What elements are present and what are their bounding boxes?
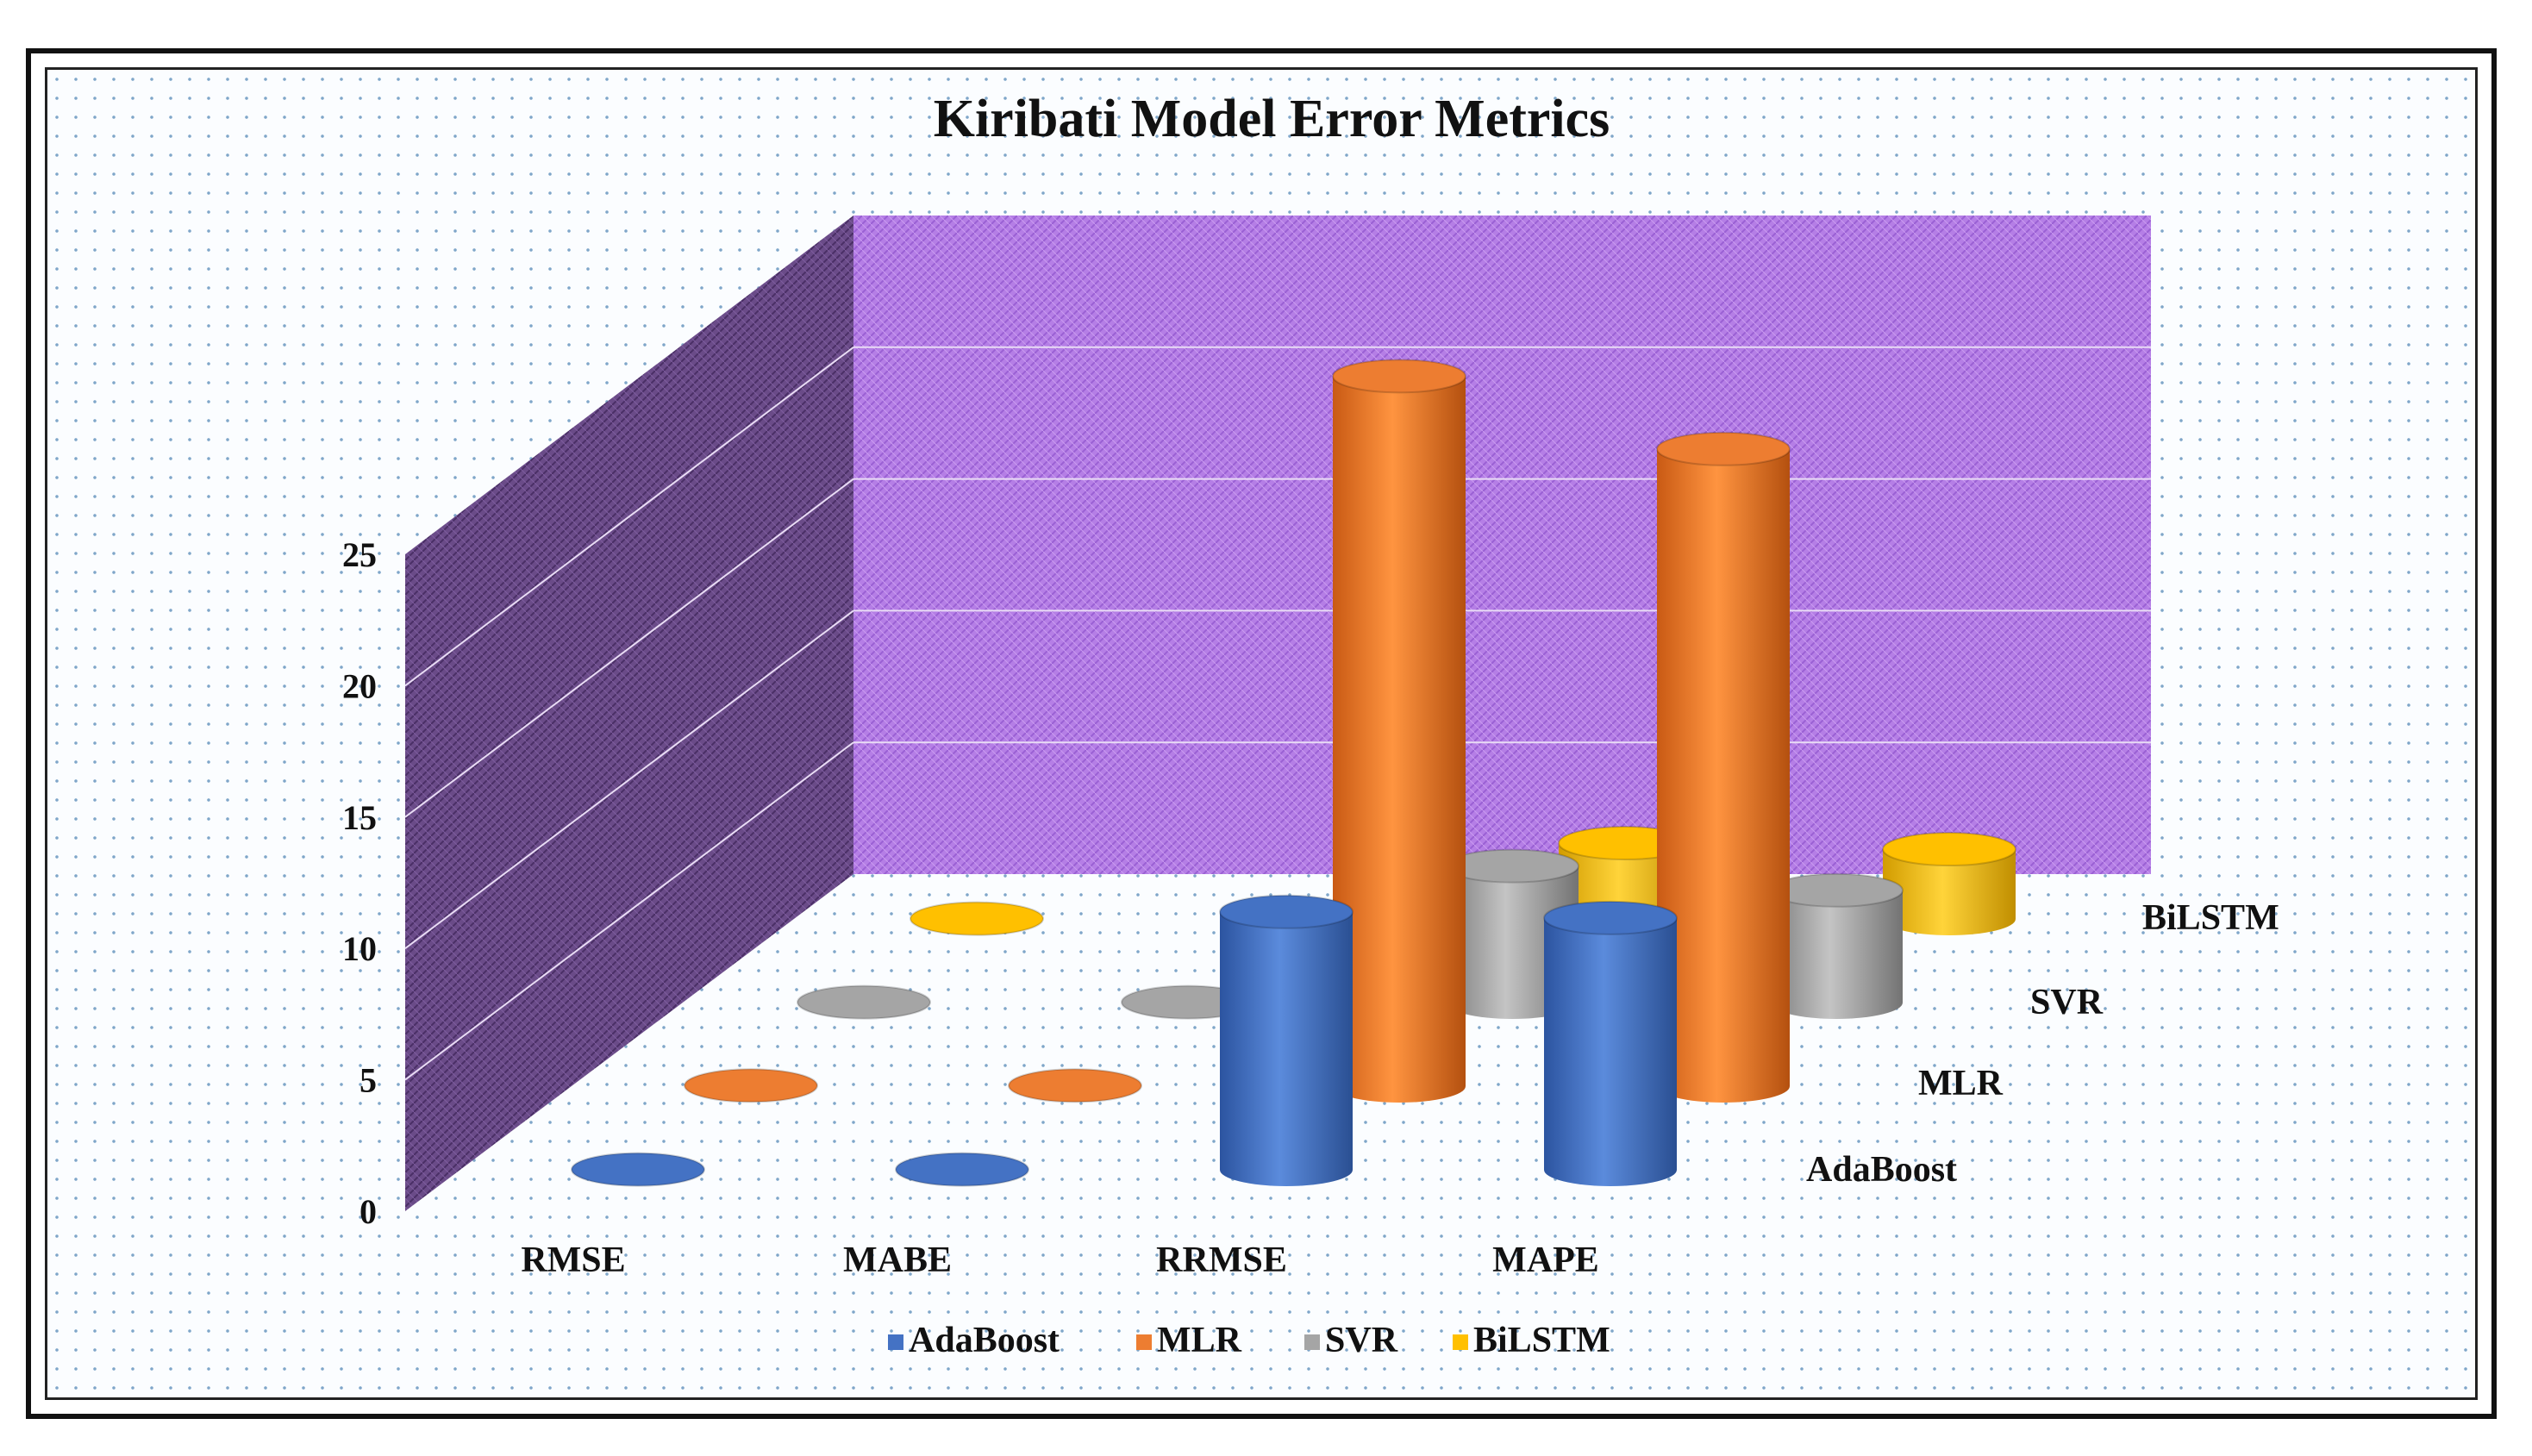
series-axis-label: SVR: [2030, 983, 2104, 1022]
legend-label: AdaBoost: [909, 1321, 1060, 1360]
bar-body: [1883, 849, 2016, 935]
legend-swatch: [1136, 1334, 1152, 1350]
legend-label: MLR: [1157, 1321, 1242, 1360]
y-tick-label: 10: [342, 929, 377, 968]
series-axis-label: MLR: [1918, 1064, 2004, 1103]
category-label: MAPE: [1492, 1240, 1599, 1280]
bar-BiLSTM-MAPE: [1882, 832, 2016, 935]
legend-swatch: [888, 1334, 903, 1350]
category-label: MABE: [843, 1240, 952, 1280]
series-depth-labels: AdaBoost MLR SVR BiLSTM: [1806, 898, 2279, 1190]
side-wall: [405, 216, 853, 1211]
y-tick-label: 25: [342, 535, 377, 574]
category-label: RMSE: [521, 1240, 625, 1280]
gridline-side: [404, 347, 854, 687]
bar-top: [1882, 832, 2016, 867]
bar-top: [1445, 848, 1579, 884]
legend-swatch: [1453, 1334, 1468, 1350]
gridline-side: [404, 478, 854, 818]
bar-AdaBoost-MAPE: [1543, 900, 1678, 1186]
bar-top: [1008, 1068, 1142, 1103]
chart-title: Kiribati Model Error Metrics: [934, 90, 1610, 148]
bar-BiLSTM-RMSE: [910, 901, 1044, 936]
y-tick-label: 15: [342, 798, 377, 837]
legend-swatch: [1304, 1334, 1320, 1350]
legend: AdaBoost MLR SVR BiLSTM: [888, 1321, 1610, 1360]
gridline-side: [404, 609, 854, 949]
bar-top: [910, 901, 1044, 936]
legend-label: SVR: [1325, 1321, 1398, 1360]
bar-top: [1769, 872, 1904, 908]
series-axis-label: AdaBoost: [1806, 1150, 1957, 1190]
bar-MLR-RRMSE: [1332, 359, 1466, 1103]
bar-top: [1332, 359, 1466, 394]
series-axis-label: BiLSTM: [2142, 898, 2279, 938]
category-labels: RMSE MABE RRMSE MAPE: [521, 1240, 1599, 1280]
bar-top: [1543, 900, 1678, 935]
bar-top: [797, 984, 931, 1020]
y-tick-label: 0: [359, 1192, 377, 1231]
bar-top: [1219, 894, 1354, 929]
bar-SVR-RMSE: [797, 984, 931, 1020]
bar-AdaBoost-MABE: [895, 1152, 1029, 1187]
bars: [571, 359, 2016, 1187]
bar-body: [1333, 376, 1466, 1103]
bar-top: [684, 1068, 818, 1103]
bar-top: [1656, 431, 1791, 466]
category-label: RRMSE: [1156, 1240, 1287, 1280]
bar-MLR-RMSE: [684, 1068, 818, 1103]
bar-body: [1220, 911, 1353, 1186]
gridlines: [404, 346, 2151, 1081]
gridline-side: [404, 741, 854, 1081]
legend-label: BiLSTM: [1473, 1321, 1610, 1360]
y-tick-label: 5: [359, 1061, 377, 1100]
bar-body: [1770, 890, 1903, 1019]
bar-MLR-MAPE: [1656, 431, 1791, 1103]
back-wall: [853, 216, 2151, 874]
y-tick-label: 20: [342, 666, 377, 705]
bar-AdaBoost-RMSE: [571, 1152, 705, 1187]
bar-top: [571, 1152, 705, 1187]
bar-body: [1544, 917, 1677, 1186]
bar-AdaBoost-RRMSE: [1219, 894, 1354, 1186]
y-axis-ticks: 0 5 10 15 20 25: [342, 535, 377, 1231]
bar-body: [1657, 448, 1790, 1103]
bar-MLR-MABE: [1008, 1068, 1142, 1103]
bar-top: [895, 1152, 1029, 1187]
bar-SVR-MAPE: [1769, 872, 1904, 1019]
